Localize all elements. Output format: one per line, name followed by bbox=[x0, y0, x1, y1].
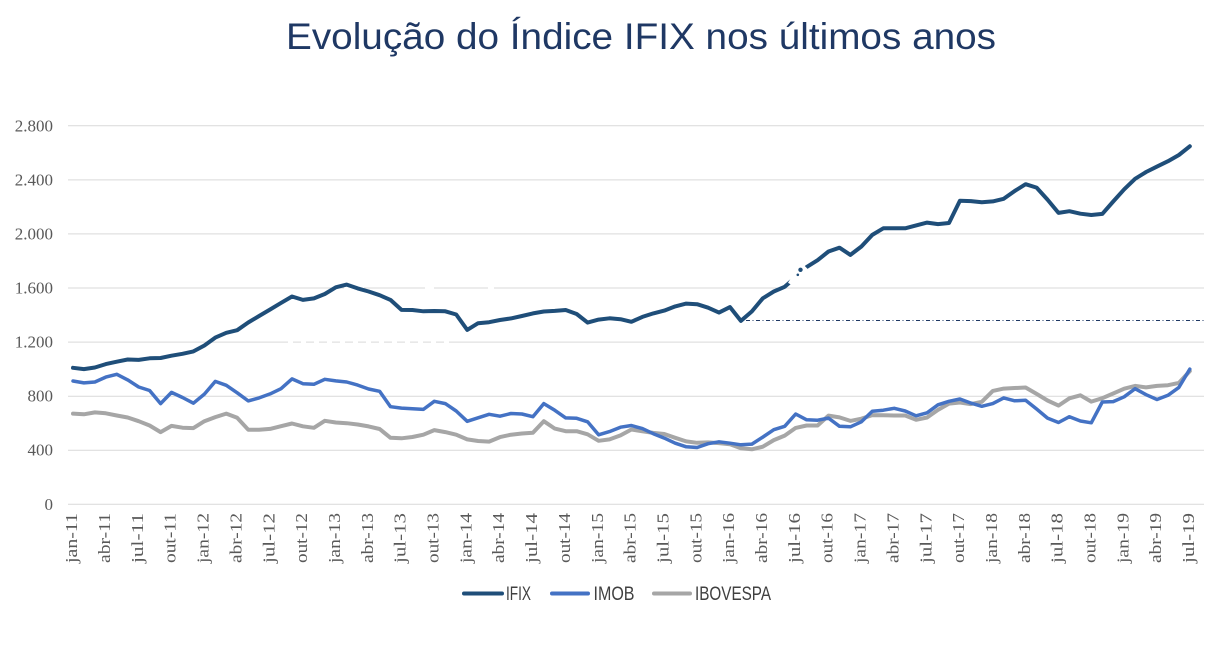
svg-text:2.400: 2.400 bbox=[15, 170, 53, 189]
svg-text:jan-14: jan-14 bbox=[456, 512, 475, 564]
svg-text:jul-15: jul-15 bbox=[654, 513, 673, 564]
svg-text:jul-18: jul-18 bbox=[1048, 513, 1067, 564]
svg-text:out-18: out-18 bbox=[1081, 513, 1100, 563]
svg-text:2.800: 2.800 bbox=[15, 116, 53, 135]
svg-text:jul-13: jul-13 bbox=[391, 513, 410, 564]
svg-text:abr-18: abr-18 bbox=[1015, 513, 1034, 563]
svg-text:abr-12: abr-12 bbox=[226, 513, 245, 563]
svg-text:IMOB: IMOB bbox=[594, 584, 635, 605]
svg-text:jan-18: jan-18 bbox=[982, 513, 1001, 564]
svg-text:jan-12: jan-12 bbox=[194, 513, 213, 564]
svg-text:jul-12: jul-12 bbox=[259, 513, 278, 564]
svg-text:jan-19: jan-19 bbox=[1113, 513, 1132, 564]
svg-text:out-16: out-16 bbox=[818, 513, 837, 563]
svg-text:abr-11: abr-11 bbox=[95, 513, 114, 563]
svg-text:jul-19: jul-19 bbox=[1179, 513, 1198, 564]
svg-text:Evolução do Índice IFIX nos úl: Evolução do Índice IFIX nos últimos anos bbox=[286, 16, 996, 57]
svg-text:1.200: 1.200 bbox=[15, 333, 53, 352]
svg-text:jan-13: jan-13 bbox=[325, 513, 344, 564]
svg-text:out-14: out-14 bbox=[555, 512, 574, 563]
svg-text:out-11: out-11 bbox=[161, 513, 180, 563]
svg-text:abr-16: abr-16 bbox=[752, 513, 771, 563]
svg-text:abr-17: abr-17 bbox=[883, 512, 902, 563]
svg-text:2.000: 2.000 bbox=[15, 224, 53, 243]
svg-text:jan-16: jan-16 bbox=[719, 513, 738, 564]
svg-text:jul-16: jul-16 bbox=[785, 513, 804, 564]
svg-text:1.600: 1.600 bbox=[15, 279, 53, 298]
svg-text:0: 0 bbox=[45, 495, 54, 514]
svg-text:abr-15: abr-15 bbox=[621, 513, 640, 563]
svg-text:jul-14: jul-14 bbox=[522, 512, 541, 564]
svg-text:abr-19: abr-19 bbox=[1146, 513, 1165, 563]
svg-text:out-17: out-17 bbox=[949, 512, 968, 563]
svg-text:IBOVESPA: IBOVESPA bbox=[695, 584, 771, 605]
svg-text:out-13: out-13 bbox=[424, 513, 443, 563]
svg-text:abr-14: abr-14 bbox=[489, 512, 508, 563]
svg-text:400: 400 bbox=[28, 441, 54, 460]
svg-text:jan-15: jan-15 bbox=[588, 513, 607, 564]
svg-text:out-12: out-12 bbox=[292, 513, 311, 563]
svg-text:abr-13: abr-13 bbox=[358, 513, 377, 563]
svg-text:IFIX: IFIX bbox=[506, 584, 531, 605]
svg-text:jan-17: jan-17 bbox=[851, 512, 870, 564]
svg-text:jan-11: jan-11 bbox=[62, 513, 81, 564]
svg-text:out-15: out-15 bbox=[686, 513, 705, 563]
svg-text:800: 800 bbox=[28, 387, 54, 406]
svg-text:jul-17: jul-17 bbox=[916, 512, 935, 564]
svg-text:jul-11: jul-11 bbox=[128, 513, 147, 564]
